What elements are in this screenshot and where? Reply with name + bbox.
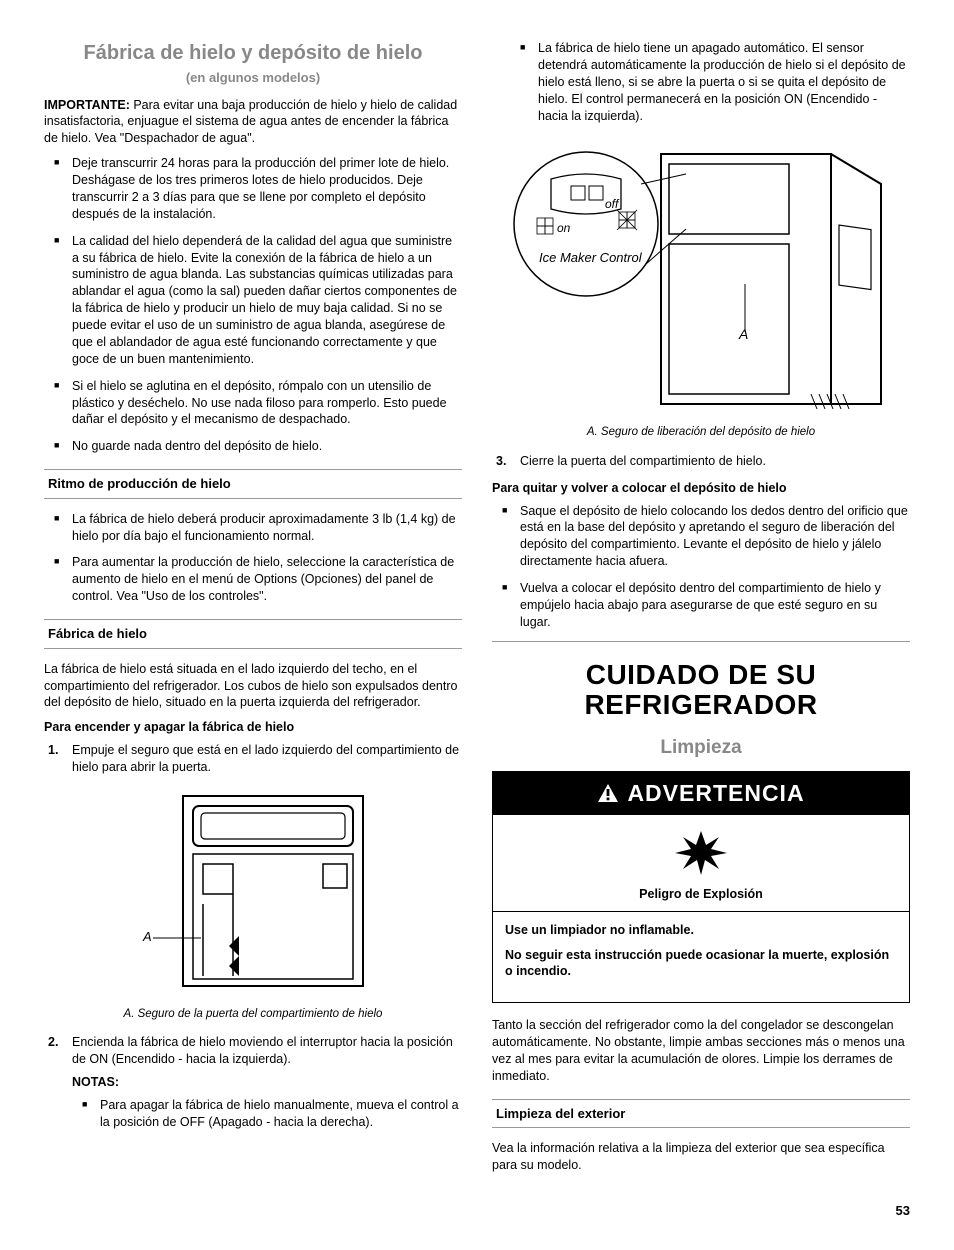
page-number: 53	[44, 1202, 910, 1220]
paragraph: Tanto la sección del refrigerador como l…	[492, 1017, 910, 1085]
warning-body: Use un limpiador no inflamable. No segui…	[493, 912, 909, 1003]
list-item: No guarde nada dentro del depósito de hi…	[72, 438, 462, 455]
figure-ice-maker-control: A on off Ice	[492, 134, 910, 419]
figure-ice-door: A	[44, 786, 462, 1001]
figure-caption: A. Seguro de la puerta del compartimient…	[44, 1007, 462, 1023]
ordered-steps: 1.Empuje el seguro que está en el lado i…	[44, 742, 462, 776]
bold-subheading: Para quitar y volver a colocar el depósi…	[492, 480, 910, 497]
main-heading: CUIDADO DE SUREFRIGERADOR	[492, 660, 910, 722]
step-text: Empuje el seguro que está en el lado izq…	[72, 743, 459, 774]
list-item: Deje transcurrir 24 horas para la produc…	[72, 155, 462, 223]
list-item: Vuelva a colocar el depósito dentro del …	[520, 580, 910, 631]
warning-triangle-icon	[597, 783, 619, 803]
warning-line: No seguir esta instrucción puede ocasion…	[505, 947, 897, 981]
subheading: Fábrica de hielo	[44, 619, 462, 649]
intro-paragraph: IMPORTANTE: Para evitar una baja producc…	[44, 97, 462, 148]
svg-text:A: A	[142, 929, 152, 944]
two-column-layout: Fábrica de hielo y depósito de hielo (en…	[44, 40, 910, 1182]
notas-cont: La fábrica de hielo tiene un apagado aut…	[492, 40, 910, 124]
list-item: Para aumentar la producción de hielo, se…	[72, 554, 462, 605]
warning-icon-row: Peligro de Explosión	[493, 815, 909, 912]
paragraph: La fábrica de hielo está situada en el l…	[44, 661, 462, 712]
warning-bar: ADVERTENCIA	[493, 772, 909, 815]
bold-subheading: Para encender y apagar la fábrica de hie…	[44, 719, 462, 736]
figure-caption: A. Seguro de liberación del depósito de …	[492, 425, 910, 441]
quitar-bullets: Saque el depósito de hielo colocando los…	[492, 503, 910, 631]
warning-title: Peligro de Explosión	[493, 886, 909, 903]
step-item: 1.Empuje el seguro que está en el lado i…	[72, 742, 462, 776]
warning-box: ADVERTENCIA Peligro de Explosión Use un …	[492, 771, 910, 1003]
left-column: Fábrica de hielo y depósito de hielo (en…	[44, 40, 462, 1182]
step-text: Encienda la fábrica de hielo moviendo el…	[72, 1035, 453, 1066]
intro-bullet-list: Deje transcurrir 24 horas para la produc…	[44, 155, 462, 455]
label-off: off	[605, 197, 620, 211]
list-item: La fábrica de hielo deberá producir apro…	[72, 511, 462, 545]
label-on: on	[557, 221, 571, 235]
right-column: La fábrica de hielo tiene un apagado aut…	[492, 40, 910, 1182]
section-subtitle: (en algunos modelos)	[44, 69, 462, 87]
label-control: Ice Maker Control	[539, 250, 643, 265]
subheading: Ritmo de producción de hielo	[44, 469, 462, 499]
step-item: 3.Cierre la puerta del compartimiento de…	[520, 453, 910, 470]
ordered-steps-2: 2. Encienda la fábrica de hielo moviendo…	[44, 1034, 462, 1130]
limpieza-heading: Limpieza	[492, 735, 910, 761]
warning-line: Use un limpiador no inflamable.	[505, 922, 897, 939]
list-item: La fábrica de hielo tiene un apagado aut…	[538, 40, 910, 124]
notas-list: Para apagar la fábrica de hielo manualme…	[72, 1097, 462, 1131]
list-item: Si el hielo se aglutina en el depósito, …	[72, 378, 462, 429]
list-item: La calidad del hielo dependerá de la cal…	[72, 233, 462, 368]
importante-label: IMPORTANTE:	[44, 98, 130, 112]
paragraph: Vea la información relativa a la limpiez…	[492, 1140, 910, 1174]
divider	[492, 641, 910, 642]
notas-label: NOTAS:	[72, 1074, 462, 1091]
label-a: A	[738, 326, 748, 342]
section-heading: Fábrica de hielo y depósito de hielo	[44, 40, 462, 67]
list-item: Para apagar la fábrica de hielo manualme…	[100, 1097, 462, 1131]
list-item: Saque el depósito de hielo colocando los…	[520, 503, 910, 571]
warning-label: ADVERTENCIA	[627, 778, 804, 809]
step-text: Cierre la puerta del compartimiento de h…	[520, 454, 766, 468]
ritmo-bullet-list: La fábrica de hielo deberá producir apro…	[44, 511, 462, 605]
ordered-steps-3: 3.Cierre la puerta del compartimiento de…	[492, 453, 910, 470]
subheading: Limpieza del exterior	[492, 1099, 910, 1129]
step-item: 2. Encienda la fábrica de hielo moviendo…	[72, 1034, 462, 1130]
explosion-icon	[673, 829, 729, 875]
